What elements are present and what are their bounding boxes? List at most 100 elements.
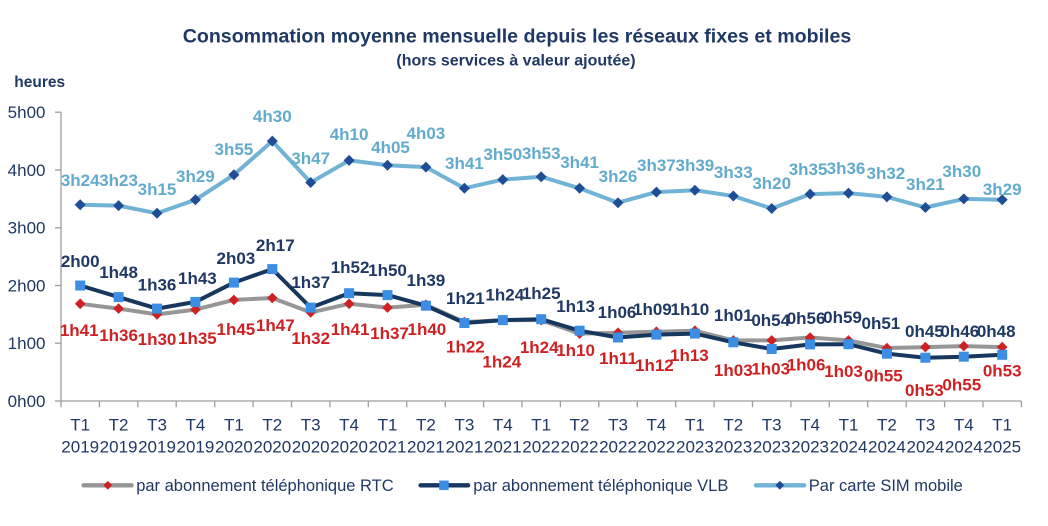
svg-text:2022: 2022 [599,438,637,457]
svg-text:3h30: 3h30 [942,162,981,181]
svg-text:3h47: 3h47 [291,149,330,168]
svg-text:1h13: 1h13 [670,346,709,365]
svg-text:T1: T1 [224,416,244,435]
svg-text:2019: 2019 [61,438,99,457]
svg-text:3h35: 3h35 [789,160,828,179]
svg-text:par abonnement téléphonique RT: par abonnement téléphonique RTC [136,477,394,495]
svg-text:2h00: 2h00 [8,276,46,295]
svg-text:Consommation moyenne mensuelle: Consommation moyenne mensuelle depuis le… [183,25,852,47]
svg-text:3h29: 3h29 [176,167,215,186]
svg-text:T3: T3 [762,416,782,435]
svg-text:T1: T1 [531,416,551,435]
svg-text:3h20: 3h20 [752,174,791,193]
svg-text:2h17: 2h17 [256,236,295,255]
svg-text:1h06: 1h06 [598,303,637,322]
svg-text:T1: T1 [685,416,705,435]
svg-text:1h45: 1h45 [217,320,256,339]
svg-text:0h53: 0h53 [983,362,1022,381]
svg-text:T4: T4 [954,416,974,435]
svg-text:1h09: 1h09 [633,300,672,319]
svg-text:1h00: 1h00 [8,334,46,353]
svg-text:1h47: 1h47 [256,316,295,335]
svg-text:T2: T2 [877,416,897,435]
svg-text:1h36: 1h36 [99,326,138,345]
svg-text:1h52: 1h52 [331,258,370,277]
svg-text:3h41: 3h41 [560,153,599,172]
svg-text:1h40: 1h40 [408,320,447,339]
svg-text:1h35: 1h35 [178,329,217,348]
svg-text:T3: T3 [608,416,628,435]
svg-text:1h41: 1h41 [331,320,370,339]
svg-text:1h01: 1h01 [714,306,753,325]
svg-text:3h55: 3h55 [215,140,254,159]
svg-text:4h10: 4h10 [330,125,369,144]
svg-text:T2: T2 [109,416,129,435]
svg-text:par abonnement téléphonique VL: par abonnement téléphonique VLB [473,477,728,495]
svg-text:0h59: 0h59 [823,308,862,327]
svg-text:3h33: 3h33 [714,163,753,182]
svg-text:2022: 2022 [522,438,560,457]
svg-text:1h24: 1h24 [482,353,521,372]
svg-text:2025: 2025 [983,438,1021,457]
svg-text:0h53: 0h53 [905,381,944,400]
svg-text:1h32: 1h32 [291,329,330,348]
svg-text:0h45: 0h45 [905,322,944,341]
svg-text:T3: T3 [915,416,935,435]
svg-text:1h50: 1h50 [368,261,407,280]
svg-text:2023: 2023 [714,438,752,457]
svg-text:2020: 2020 [292,438,330,457]
svg-text:T4: T4 [646,416,666,435]
svg-text:3h41: 3h41 [445,154,484,173]
svg-text:T2: T2 [416,416,436,435]
svg-text:T4: T4 [339,416,359,435]
svg-text:2019: 2019 [176,438,214,457]
svg-text:T4: T4 [800,416,820,435]
svg-text:T1: T1 [992,416,1012,435]
svg-text:2021: 2021 [407,438,445,457]
svg-text:3h24: 3h24 [61,171,100,190]
svg-text:2020: 2020 [215,438,253,457]
svg-text:2024: 2024 [868,438,906,457]
svg-text:4h03: 4h03 [407,124,446,143]
svg-text:1h22: 1h22 [446,338,485,357]
svg-text:0h56: 0h56 [787,309,826,328]
svg-text:4h30: 4h30 [253,107,292,126]
svg-text:0h55: 0h55 [942,376,981,395]
svg-text:T1: T1 [70,416,90,435]
svg-text:2023: 2023 [753,438,791,457]
svg-text:heures: heures [14,74,65,91]
svg-text:2024: 2024 [830,438,868,457]
svg-text:2020: 2020 [330,438,368,457]
svg-text:T2: T2 [723,416,743,435]
svg-text:2019: 2019 [138,438,176,457]
svg-text:1h24: 1h24 [520,338,559,357]
svg-text:3h15: 3h15 [138,180,177,199]
svg-text:1h21: 1h21 [446,289,485,308]
svg-text:1h10: 1h10 [556,341,595,360]
svg-text:T1: T1 [378,416,398,435]
svg-text:1h24: 1h24 [485,286,524,305]
svg-text:1h12: 1h12 [635,356,674,375]
svg-text:3h26: 3h26 [599,167,638,186]
svg-text:T3: T3 [147,416,167,435]
svg-text:1h30: 1h30 [138,330,177,349]
svg-text:3h53: 3h53 [522,144,561,163]
svg-text:0h48: 0h48 [977,322,1016,341]
svg-text:Par carte SIM mobile: Par carte SIM mobile [809,477,963,495]
svg-text:1h25: 1h25 [522,284,561,303]
svg-text:3h32: 3h32 [867,164,906,183]
svg-text:3h37: 3h37 [637,156,676,175]
svg-text:2021: 2021 [445,438,483,457]
svg-text:4h05: 4h05 [371,138,410,157]
svg-text:T4: T4 [493,416,513,435]
svg-text:1h03: 1h03 [714,361,753,380]
svg-text:3h36: 3h36 [827,159,866,178]
svg-text:0h00: 0h00 [8,392,46,411]
svg-text:1h43: 1h43 [178,269,217,288]
svg-text:T3: T3 [301,416,321,435]
svg-text:3h39: 3h39 [676,156,715,175]
svg-text:0h46: 0h46 [940,322,979,341]
svg-text:2023: 2023 [676,438,714,457]
svg-text:T3: T3 [454,416,474,435]
svg-text:2021: 2021 [369,438,407,457]
